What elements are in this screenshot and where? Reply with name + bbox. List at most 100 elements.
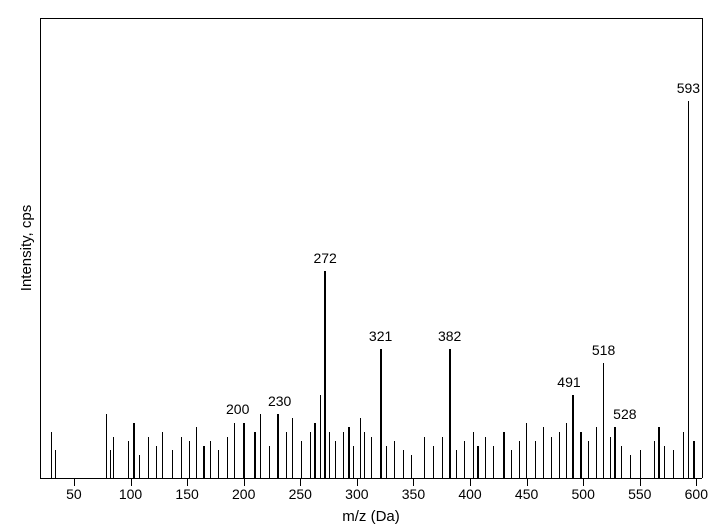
plot-area: 5010015020025030035040045050055060020023… (40, 18, 702, 478)
peak (566, 423, 567, 478)
peak (503, 432, 504, 478)
y-axis-label: Intensity, cps (18, 205, 35, 291)
peak (411, 455, 412, 478)
x-tick-label: 400 (458, 486, 481, 502)
peak (55, 450, 56, 478)
x-tick-label: 200 (232, 486, 255, 502)
peak (196, 427, 197, 478)
peak (473, 432, 474, 478)
peak (683, 432, 684, 478)
peak (156, 446, 157, 478)
peak (364, 432, 365, 478)
labeled-peak (603, 363, 605, 478)
peak (286, 432, 287, 478)
peak (511, 450, 512, 478)
peak-label: 230 (268, 393, 291, 409)
peak (519, 441, 520, 478)
labeled-peak (243, 423, 245, 478)
peak-label: 272 (313, 250, 336, 266)
labeled-peak (277, 414, 279, 478)
labeled-peak (572, 395, 574, 478)
peak (610, 437, 611, 478)
x-tick (527, 478, 528, 486)
peak (301, 441, 302, 478)
peak (113, 437, 114, 478)
peak-label: 528 (613, 406, 636, 422)
peak (456, 450, 457, 478)
x-tick-label: 300 (345, 486, 368, 502)
peak (260, 414, 261, 478)
peak (227, 437, 228, 478)
x-tick-label: 450 (515, 486, 538, 502)
x-tick-label: 50 (66, 486, 82, 502)
peak (477, 446, 478, 478)
peak (139, 455, 140, 478)
peak (658, 427, 659, 478)
peak (51, 432, 52, 478)
peak (348, 427, 349, 478)
peak (580, 432, 581, 478)
peak (329, 432, 330, 478)
peak-label: 321 (369, 328, 392, 344)
peak (386, 446, 387, 478)
peak (588, 441, 589, 478)
peak-label: 593 (677, 80, 700, 96)
peak (664, 446, 665, 478)
peak (371, 437, 372, 478)
peak (394, 441, 395, 478)
peak (110, 450, 111, 478)
peak (203, 446, 204, 478)
peak (596, 427, 597, 478)
x-tick-label: 600 (685, 486, 708, 502)
x-tick (583, 478, 584, 486)
peak (172, 450, 173, 478)
peak (543, 427, 544, 478)
x-tick (300, 478, 301, 486)
peak (335, 441, 336, 478)
x-tick-label: 500 (571, 486, 594, 502)
peak (320, 395, 321, 478)
peak (493, 446, 494, 478)
peak (181, 437, 182, 478)
peak (559, 432, 560, 478)
peak (640, 450, 641, 478)
x-tick (413, 478, 414, 486)
peak (269, 446, 270, 478)
peak-label: 518 (592, 342, 615, 358)
x-tick (470, 478, 471, 486)
x-tick-label: 150 (175, 486, 198, 502)
x-tick (74, 478, 75, 486)
peak (162, 432, 163, 478)
peak (189, 441, 190, 478)
x-tick (131, 478, 132, 486)
peak-label: 382 (438, 328, 461, 344)
peak (210, 441, 211, 478)
peak (621, 446, 622, 478)
peak-label: 491 (557, 374, 580, 390)
peak (424, 437, 425, 478)
peak (314, 423, 315, 478)
x-tick-label: 250 (289, 486, 312, 502)
peak (360, 418, 361, 478)
peak (485, 437, 486, 478)
peak (133, 423, 134, 478)
peak (464, 441, 465, 478)
peak (673, 450, 674, 478)
x-tick (357, 478, 358, 486)
peak (310, 432, 311, 478)
x-tick-label: 350 (402, 486, 425, 502)
x-tick (187, 478, 188, 486)
x-axis-label: m/z (Da) (342, 508, 400, 525)
peak (442, 437, 443, 478)
peak (106, 414, 107, 478)
peak (654, 441, 655, 478)
labeled-peak (688, 101, 690, 478)
peak (433, 446, 434, 478)
peak (128, 441, 129, 478)
peak (148, 437, 149, 478)
peak (343, 432, 344, 478)
peak (292, 418, 293, 478)
peak (535, 441, 536, 478)
peak (218, 450, 219, 478)
peak (403, 450, 404, 478)
